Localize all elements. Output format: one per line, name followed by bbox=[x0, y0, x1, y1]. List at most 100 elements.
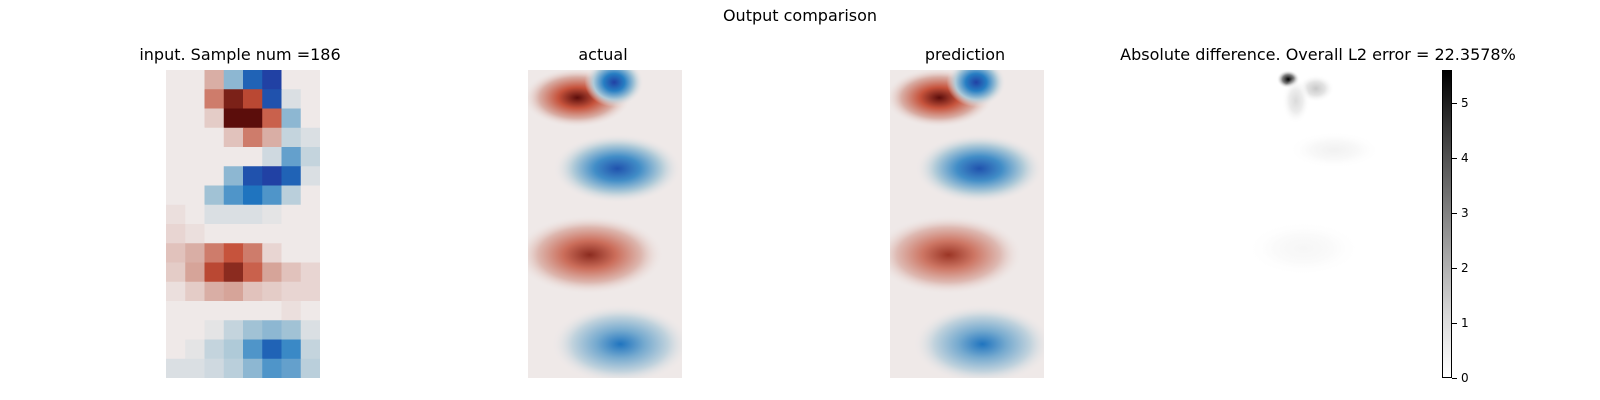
input-cell bbox=[243, 147, 263, 167]
input-cell bbox=[166, 185, 186, 206]
input-cell bbox=[185, 166, 205, 186]
input-cell bbox=[185, 89, 205, 109]
actual-vortex-blob bbox=[553, 134, 682, 204]
input-cell bbox=[281, 301, 302, 321]
prediction-vortex-blob bbox=[890, 215, 1023, 295]
colorbar-tick-label: 3 bbox=[1461, 206, 1469, 220]
colorbar-tick-label: 5 bbox=[1461, 96, 1469, 110]
input-cell bbox=[281, 70, 302, 90]
input-cell bbox=[262, 108, 282, 129]
input-cell bbox=[262, 339, 282, 360]
input-cell bbox=[281, 358, 302, 378]
input-cell bbox=[223, 185, 244, 206]
input-cell bbox=[185, 301, 205, 321]
input-cell bbox=[281, 224, 302, 244]
input-cell bbox=[223, 301, 244, 321]
input-cell bbox=[166, 339, 186, 360]
difference-blob bbox=[1282, 77, 1310, 124]
input-cell bbox=[223, 320, 244, 340]
colorbar-tick bbox=[1452, 102, 1457, 104]
input-cell bbox=[166, 204, 186, 225]
prediction-vortex-blob bbox=[913, 304, 1044, 378]
input-cell bbox=[281, 320, 302, 340]
input-cell bbox=[223, 358, 244, 378]
input-cell bbox=[223, 166, 244, 186]
input-cell bbox=[166, 358, 186, 378]
panel-title-input: input. Sample num =186 bbox=[139, 45, 341, 64]
input-cell bbox=[204, 204, 225, 225]
input-cell bbox=[262, 262, 282, 283]
input-cell bbox=[204, 147, 225, 167]
input-cell bbox=[243, 185, 263, 206]
input-cell bbox=[204, 320, 225, 340]
input-cell bbox=[243, 89, 263, 109]
input-cell bbox=[300, 127, 320, 148]
input-cell bbox=[223, 89, 244, 109]
input-cell bbox=[300, 320, 320, 340]
input-cell bbox=[243, 108, 263, 129]
input-cell bbox=[262, 204, 282, 225]
input-cell bbox=[300, 262, 320, 283]
input-cell bbox=[281, 89, 302, 109]
panel-title-prediction: prediction bbox=[924, 45, 1006, 64]
input-cell bbox=[300, 204, 320, 225]
input-cell bbox=[262, 224, 282, 244]
colorbar-tick bbox=[1452, 157, 1457, 159]
input-cell bbox=[281, 281, 302, 302]
input-cell bbox=[166, 127, 186, 148]
input-cell bbox=[262, 185, 282, 206]
input-cell bbox=[185, 70, 205, 90]
input-heatmap bbox=[166, 70, 320, 378]
input-cell bbox=[281, 166, 302, 186]
prediction-field bbox=[890, 70, 1044, 378]
input-cell bbox=[204, 89, 225, 109]
input-cell bbox=[166, 301, 186, 321]
panel-title-difference: Absolute difference. Overall L2 error = … bbox=[1120, 45, 1516, 64]
input-cell bbox=[243, 204, 263, 225]
input-cell bbox=[243, 358, 263, 378]
input-cell bbox=[281, 185, 302, 206]
input-cell bbox=[204, 339, 225, 360]
difference-blob bbox=[1288, 131, 1381, 169]
input-cell bbox=[185, 262, 205, 283]
input-cell bbox=[185, 127, 205, 148]
input-cell bbox=[281, 204, 302, 225]
colorbar bbox=[1442, 70, 1452, 378]
input-cell bbox=[262, 243, 282, 263]
input-cell bbox=[281, 262, 302, 283]
input-cell bbox=[204, 185, 225, 206]
input-cell bbox=[300, 224, 320, 244]
prediction-field-svg bbox=[890, 70, 1044, 378]
input-cell bbox=[262, 358, 282, 378]
input-cell bbox=[223, 70, 244, 90]
input-cell bbox=[204, 70, 225, 90]
input-cell bbox=[185, 147, 205, 167]
colorbar-tick bbox=[1452, 322, 1457, 324]
colorbar-tick-label: 0 bbox=[1461, 371, 1469, 385]
input-cell bbox=[281, 127, 302, 148]
input-cell bbox=[204, 358, 225, 378]
input-cell bbox=[204, 166, 225, 186]
input-cell bbox=[262, 166, 282, 186]
input-cell bbox=[300, 166, 320, 186]
input-cell bbox=[166, 281, 186, 302]
prediction-vortex-blob bbox=[915, 134, 1044, 204]
input-cell bbox=[223, 224, 244, 244]
input-cell bbox=[166, 262, 186, 283]
input-cell bbox=[204, 301, 225, 321]
input-cell bbox=[204, 127, 225, 148]
difference-field bbox=[1242, 70, 1396, 378]
input-cell bbox=[223, 147, 244, 167]
input-cell bbox=[300, 185, 320, 206]
input-cell bbox=[223, 108, 244, 129]
input-cell bbox=[185, 224, 205, 244]
input-cell bbox=[262, 147, 282, 167]
input-cell bbox=[243, 166, 263, 186]
actual-vortex-blob bbox=[528, 215, 664, 295]
input-cell bbox=[185, 243, 205, 263]
actual-vortex-blob bbox=[584, 70, 644, 107]
input-cell bbox=[166, 147, 186, 167]
colorbar-tick bbox=[1452, 377, 1457, 379]
input-cell bbox=[300, 281, 320, 302]
colorbar-tick bbox=[1452, 212, 1457, 214]
